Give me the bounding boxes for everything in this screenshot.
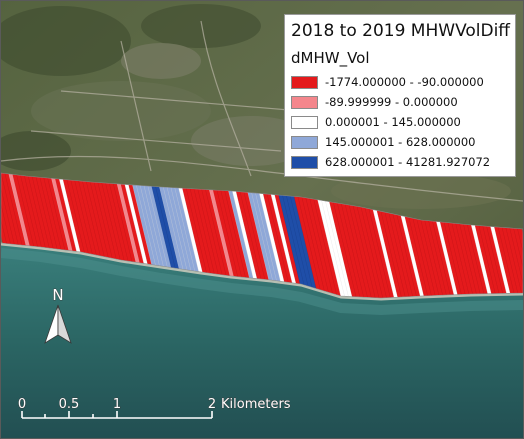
transect-segment[interactable] <box>296 161 338 311</box>
transect-segment[interactable] <box>213 161 255 311</box>
transect-segment[interactable] <box>277 161 319 311</box>
transect-segment[interactable] <box>293 161 334 311</box>
transect-segment[interactable] <box>202 161 243 311</box>
legend: 2018 to 2019 MHWVolDiff dMHW_Vol -1774.0… <box>284 14 516 177</box>
transect-segment[interactable] <box>255 161 296 311</box>
transect-segment[interactable] <box>187 161 228 311</box>
transect-segment[interactable] <box>258 161 300 311</box>
transect-segment[interactable] <box>206 161 247 311</box>
legend-swatch <box>291 116 318 129</box>
transect-segment[interactable] <box>251 161 293 311</box>
legend-swatch <box>291 96 318 109</box>
transect-segment[interactable] <box>194 161 236 311</box>
water-body <box>1 243 523 438</box>
legend-title: 2018 to 2019 MHWVolDiff <box>291 21 511 41</box>
legend-swatch <box>291 156 318 169</box>
roads <box>1 20 523 202</box>
legend-label: 0.000001 - 145.000000 <box>325 115 461 129</box>
transect-segment[interactable] <box>243 161 285 311</box>
land-texture <box>1 4 511 209</box>
scale-bar-labels: 0 0.5 1 2 Kilometers <box>17 397 291 413</box>
transect-segment[interactable] <box>236 161 277 311</box>
transect-segment[interactable] <box>266 161 308 311</box>
transect-segment[interactable] <box>274 161 315 311</box>
legend-swatch <box>291 136 318 149</box>
north-label: N <box>52 286 63 304</box>
transect-segment[interactable] <box>281 161 323 311</box>
scale-tick-0: 0 <box>18 397 26 412</box>
legend-label: 628.000001 - 41281.927072 <box>325 155 491 169</box>
legend-swatch <box>291 76 318 89</box>
transect-segment[interactable] <box>209 161 251 311</box>
scale-bar <box>21 411 213 419</box>
scale-tick-2: 2 <box>208 397 216 412</box>
transect-segment[interactable] <box>262 161 304 311</box>
transect-segment[interactable] <box>198 161 240 311</box>
north-arrow-right-half <box>57 304 72 344</box>
beach-line <box>1 242 523 301</box>
transect-segment[interactable] <box>285 161 327 311</box>
legend-label: 145.000001 - 628.000000 <box>325 135 476 149</box>
legend-label: -89.999999 - 0.000000 <box>325 95 458 109</box>
north-arrow: N <box>44 286 72 344</box>
transect-segment[interactable] <box>240 161 281 311</box>
surf-zone <box>1 248 523 316</box>
transect-strip-outline <box>1 172 523 299</box>
scale-tick-0.5: 0.5 <box>59 397 80 412</box>
scale-tick-1: 1 <box>113 397 121 412</box>
transect-segment[interactable] <box>247 161 289 311</box>
scale-unit: Kilometers <box>221 397 291 412</box>
transect-segment[interactable] <box>270 161 312 311</box>
transect-segment[interactable] <box>221 161 262 311</box>
legend-label: -1774.000000 - -90.000000 <box>325 75 484 89</box>
transect-segment[interactable] <box>224 161 266 311</box>
transect-segment[interactable] <box>228 161 270 311</box>
transect-segment[interactable] <box>232 161 274 311</box>
transect-segment[interactable] <box>289 161 330 311</box>
transect-segment[interactable] <box>190 161 232 311</box>
legend-field-name: dMHW_Vol <box>291 49 370 67</box>
transect-segment[interactable] <box>217 161 259 311</box>
